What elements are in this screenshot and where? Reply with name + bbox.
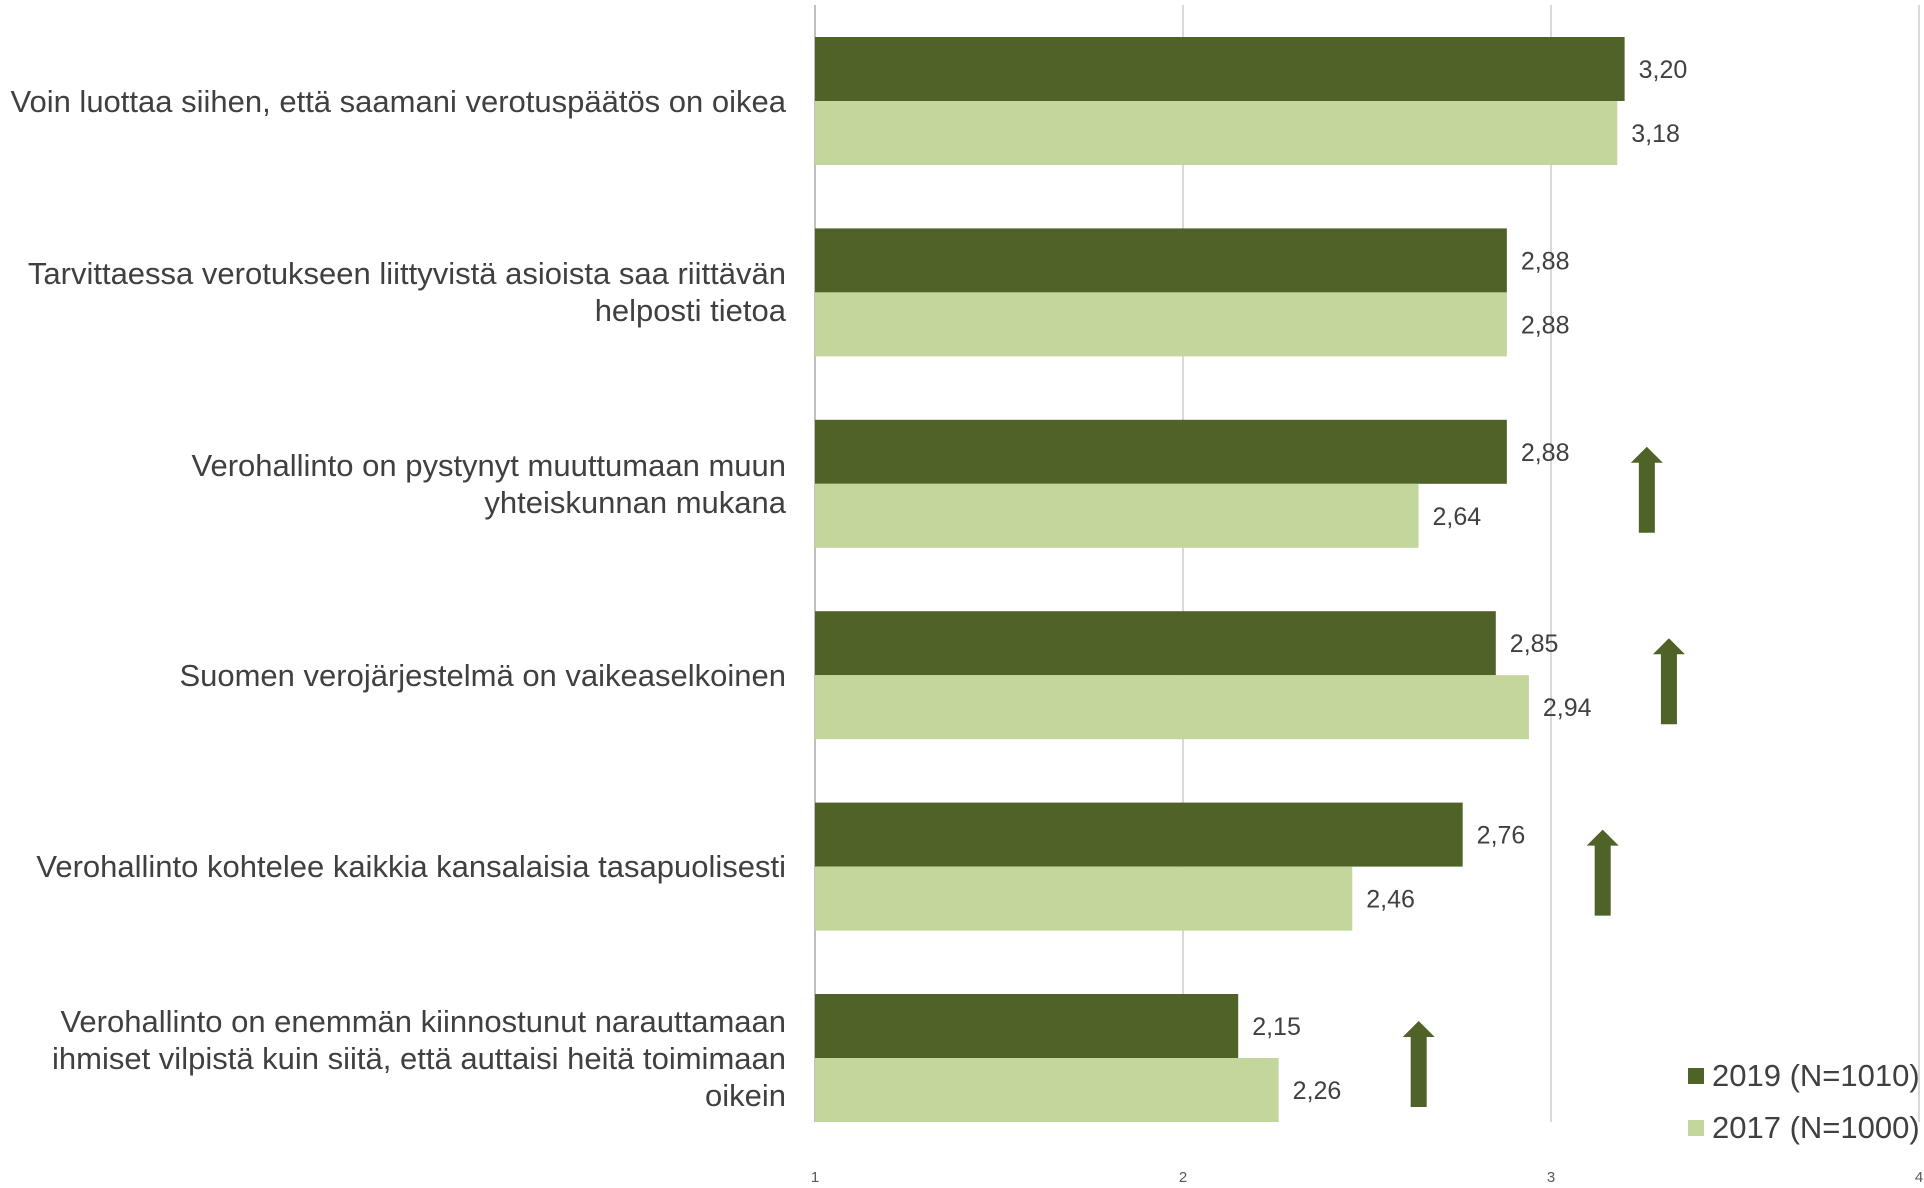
data-label: 2,64 [1433,503,1482,531]
legend-swatch-2017 [1688,1120,1704,1136]
category-label: Verohallinto on enemmän kiinnostunut nar… [52,1003,786,1113]
bar-2019 [815,611,1496,676]
x-tick-label: 3 [1547,1169,1555,1186]
data-label: 2,85 [1510,630,1559,658]
up-arrow-icon [1652,638,1685,725]
legend-swatch-2019 [1688,1068,1704,1084]
bar-2019 [815,802,1463,867]
category-label: Suomen verojärjestelmä on vaikeaselkoine… [179,657,786,693]
bar-2017 [815,866,1353,931]
data-label: 2,88 [1521,247,1570,275]
bar-2017 [815,292,1507,357]
bar-2019 [815,37,1625,101]
data-label: 2,88 [1521,439,1570,467]
category-label: Verohallinto on pystynyt muuttumaan muun… [191,447,786,520]
data-label: 3,20 [1639,56,1688,84]
up-arrow-icon [1402,1021,1435,1107]
legend-label-2017: 2017 (N=1000) [1712,1110,1920,1145]
x-tick-label: 2 [1179,1169,1187,1186]
bar-2019 [815,994,1239,1058]
x-tick-label: 1 [811,1169,819,1186]
data-label: 2,88 [1521,311,1570,339]
data-label: 2,94 [1543,694,1592,722]
legend: 2019 (N=1010) 2017 (N=1000) [1688,1050,1920,1154]
data-label: 2,76 [1477,822,1526,850]
bar-2019 [815,419,1507,484]
bar-2019 [815,228,1507,293]
category-label: Voin luottaa siihen, että saamani verotu… [10,83,786,119]
category-label: Verohallinto kohtelee kaikkia kansalaisi… [36,849,786,885]
bar-2017 [815,483,1419,548]
legend-item-2017: 2017 (N=1000) [1688,1102,1920,1154]
x-tick-label: 4 [1915,1169,1923,1186]
data-label: 2,46 [1366,886,1415,914]
legend-item-2019: 2019 (N=1010) [1688,1050,1920,1102]
bar-2017 [815,101,1618,165]
data-label: 2,15 [1252,1013,1301,1041]
up-arrow-icon [1630,446,1663,533]
category-label: Tarvittaessa verotukseen liittyvistä asi… [27,256,786,329]
legend-label-2019: 2019 (N=1010) [1712,1058,1920,1093]
bar-2017 [815,1058,1279,1122]
up-arrow-icon [1586,829,1619,916]
bar-2017 [815,675,1529,740]
data-label: 3,18 [1631,120,1680,148]
data-label: 2,26 [1293,1077,1342,1105]
